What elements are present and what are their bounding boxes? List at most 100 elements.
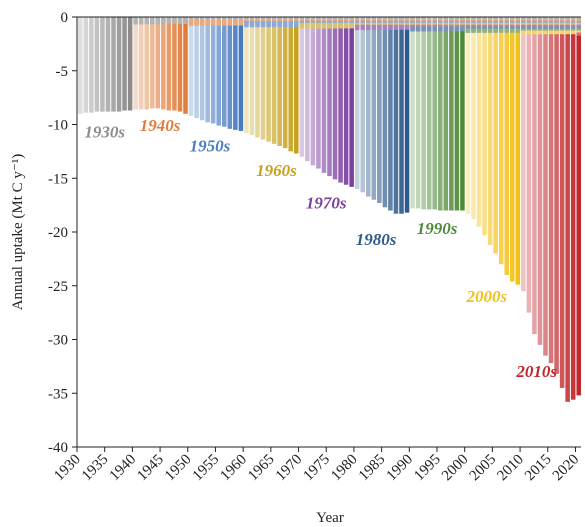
tail-1980s-1997	[443, 26, 449, 32]
bar-1950s-1958	[227, 17, 233, 129]
bar-1940s-1944	[150, 17, 155, 109]
tail-2000s-2014	[537, 30, 543, 35]
x-tick-label: 2015	[522, 452, 555, 485]
tail-2010s-2021	[576, 32, 581, 36]
tail-1950s-1967	[277, 20, 282, 28]
bar-1960s-1967	[277, 17, 282, 146]
tail-1940s-1954	[205, 18, 210, 26]
x-tick-label: 1930	[51, 452, 84, 485]
tail-2000s-2011	[521, 30, 526, 35]
tail-1930s-2010	[515, 17, 521, 21]
tail-1930s-1943	[144, 17, 149, 25]
bar-1970s-1973	[310, 17, 316, 166]
bar-2000s-2005	[487, 17, 493, 245]
tail-1960s-1977	[332, 22, 338, 29]
decade-label-1950s: 1950s	[190, 136, 231, 155]
tail-1930s-1946	[161, 17, 166, 25]
bar-1980s-1984	[371, 17, 377, 200]
decade-label-1930s: 1930s	[84, 122, 125, 141]
tail-2000s-2012	[526, 30, 532, 35]
bar-1950s-1955	[210, 17, 216, 124]
tail-1930s-1942	[138, 17, 144, 25]
tail-1970s-1982	[360, 24, 365, 31]
bar-1940s-1946	[161, 17, 166, 110]
bar-2000s-2007	[498, 17, 504, 265]
bar-2000s-2010	[515, 17, 521, 285]
decade-label-1990s: 1990s	[417, 219, 458, 238]
tail-1960s-1972	[305, 22, 310, 29]
tail-1940s-2020	[570, 18, 576, 23]
tail-1960s-1975	[321, 22, 327, 29]
tail-1940s-1958	[227, 18, 233, 26]
bar-1930s-1935	[100, 17, 105, 112]
tail-1940s-1951	[188, 18, 194, 26]
tail-1940s-1953	[199, 18, 205, 26]
bar-1960s-1964	[260, 17, 266, 140]
tail-1960s-1971	[299, 22, 305, 29]
bar-1970s-1972	[305, 17, 310, 162]
x-tick-label: 1975	[301, 452, 334, 485]
bar-2000s-2004	[482, 17, 487, 236]
bar-1950s-1956	[216, 17, 221, 126]
bar-2000s-2001	[465, 17, 471, 214]
bar-1960s-1966	[271, 17, 277, 144]
decade-label-2010s: 2010s	[515, 362, 557, 381]
tail-1930s-2014	[537, 17, 543, 21]
tail-1980s-1998	[449, 26, 454, 32]
tail-1930s-1950	[183, 17, 188, 25]
bar-2010s-2020	[570, 17, 576, 400]
y-tick-label: -20	[48, 225, 68, 241]
bar-2010s-2018	[559, 17, 565, 388]
bar-1940s-1941	[133, 17, 138, 110]
bar-1960s-1962	[249, 17, 255, 136]
tail-1930s-1948	[172, 17, 177, 25]
x-tick-label: 1940	[107, 452, 140, 485]
bar-1990s-1993	[421, 17, 426, 210]
tail-1940s-2017	[554, 18, 559, 23]
tail-1940s-2021	[576, 18, 581, 23]
tail-2000s-2020	[570, 30, 576, 35]
tail-2000s-2017	[554, 30, 559, 35]
x-tick-label: 1985	[356, 452, 389, 485]
tail-1960s-1979	[343, 22, 349, 29]
tail-1980s-1994	[426, 26, 432, 32]
bar-1980s-1981	[354, 17, 360, 189]
tail-1950s-1962	[249, 20, 255, 28]
bar-1950s-1959	[233, 17, 238, 130]
tail-1990s-2008	[504, 28, 509, 33]
y-tick-label: -40	[48, 440, 68, 456]
tail-1950s-1969	[288, 20, 293, 27]
bar-1990s-1992	[415, 17, 421, 209]
bar-2000s-2006	[493, 17, 498, 254]
bar-1970s-1974	[316, 17, 321, 169]
tail-1980s-1996	[438, 26, 443, 32]
bar-1990s-2000	[460, 17, 465, 211]
bar-1960s-1961	[244, 17, 249, 134]
bar-1990s-1994	[426, 17, 432, 210]
bar-1950s-1960	[238, 17, 244, 131]
decade-label-1980s: 1980s	[356, 230, 397, 249]
bar-1930s-1932	[83, 17, 89, 113]
tail-1950s-1968	[282, 20, 288, 28]
bar-1930s-1931	[78, 17, 83, 114]
tail-1940s-2019	[565, 18, 570, 23]
bar-1970s-1976	[327, 17, 332, 177]
tail-1990s-2010	[515, 28, 521, 33]
bar-1940s-1950	[183, 17, 188, 114]
x-tick-label: 1960	[217, 452, 250, 485]
tail-1930s-1945	[155, 17, 161, 25]
bar-1940s-1942	[138, 17, 144, 110]
tail-1940s-1959	[233, 18, 238, 26]
bar-1970s-1978	[338, 17, 343, 183]
bar-1940s-1945	[155, 17, 161, 109]
bar-1980s-1982	[360, 17, 365, 193]
bar-1950s-1954	[205, 17, 210, 123]
bar-1930s-1939	[122, 17, 127, 111]
bars-group	[78, 17, 581, 402]
tail-1930s-2018	[559, 17, 565, 21]
x-tick-label: 1990	[384, 452, 417, 485]
tail-1990s-2005	[487, 28, 493, 33]
bar-2010s-2014	[537, 17, 543, 345]
tail-1970s-1985	[377, 24, 382, 30]
tail-1960s-1974	[316, 22, 321, 29]
